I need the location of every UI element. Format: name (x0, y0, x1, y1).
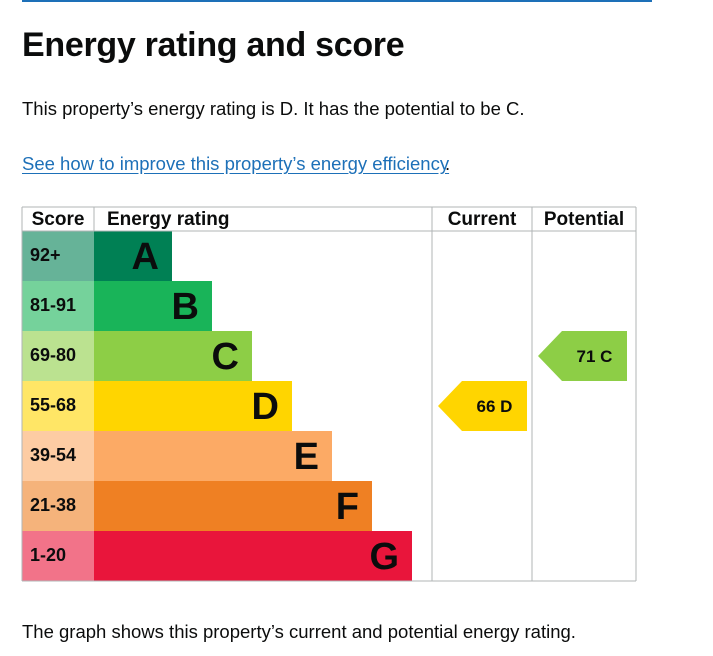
score-label-c: 69-80 (30, 345, 76, 365)
score-label-e: 39-54 (30, 445, 76, 465)
score-cell-c (22, 331, 94, 381)
current-arrow (438, 381, 527, 431)
potential-rating-label: 71 C (577, 347, 613, 366)
score-label-f: 21-38 (30, 495, 76, 515)
rating-letter-e: E (294, 436, 319, 478)
rating-letter-b: B (172, 286, 199, 328)
score-cell-b (22, 281, 94, 331)
improve-efficiency-link[interactable]: See how to improve this property’s energ… (22, 153, 450, 174)
score-cell-f (22, 481, 94, 531)
rating-bar-f (94, 481, 372, 531)
page-title: Energy rating and score (22, 26, 405, 64)
score-label-g: 1-20 (30, 545, 66, 565)
top-rule (22, 0, 652, 2)
rating-letter-d: D (252, 386, 279, 428)
graph-description: The graph shows this property’s current … (22, 621, 576, 642)
rating-letter-g: G (369, 536, 399, 578)
header-energy-rating: Energy rating (107, 209, 229, 230)
potential-arrow (538, 331, 627, 381)
rating-letter-c: C (212, 336, 239, 378)
score-cell-a (22, 231, 94, 281)
rating-bar-c (94, 331, 252, 381)
rating-letter-f: F (336, 486, 359, 528)
score-label-d: 55-68 (30, 395, 76, 415)
score-cell-d (22, 381, 94, 431)
score-cell-e (22, 431, 94, 481)
rating-bar-b (94, 281, 212, 331)
rating-summary: This property’s energy rating is D. It h… (22, 98, 525, 119)
link-punctuation: . (445, 153, 451, 174)
rating-bar-g (94, 531, 412, 581)
score-label-a: 92+ (30, 245, 61, 265)
rating-bar-d (94, 381, 292, 431)
rating-bar-a (94, 231, 172, 281)
current-rating-label: 66 D (477, 397, 513, 416)
rating-letter-a: A (132, 236, 159, 278)
header-current: Current (448, 209, 517, 230)
rating-bar-e (94, 431, 332, 481)
score-label-b: 81-91 (30, 295, 76, 315)
header-potential: Potential (544, 209, 624, 230)
score-cell-g (22, 531, 94, 581)
header-score: Score (32, 209, 85, 230)
